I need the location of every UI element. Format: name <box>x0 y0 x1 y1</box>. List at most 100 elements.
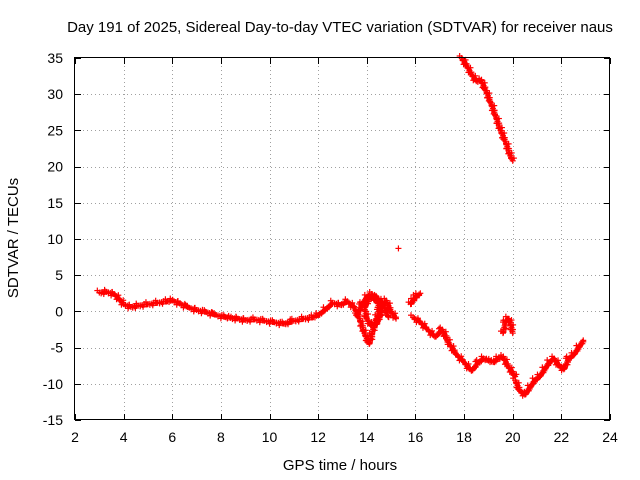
chart-title: Day 191 of 2025, Sidereal Day-to-day VTE… <box>67 19 613 36</box>
data-point-marker <box>354 311 361 318</box>
data-point-marker <box>549 353 556 360</box>
data-point-marker <box>327 297 334 304</box>
data-points <box>94 53 587 399</box>
data-point-marker <box>444 338 451 345</box>
x-tick-label: 12 <box>310 429 326 445</box>
data-point-marker <box>318 310 325 317</box>
data-point-marker <box>502 313 509 320</box>
y-tick-label: -15 <box>43 412 63 428</box>
data-point-marker <box>502 360 509 367</box>
data-point-marker <box>133 300 140 307</box>
data-point-marker <box>288 315 295 322</box>
data-point-marker <box>480 85 487 92</box>
data-point-marker <box>543 363 550 370</box>
data-point-marker <box>395 245 402 252</box>
data-point-marker <box>385 314 392 321</box>
data-point-marker <box>490 110 497 117</box>
data-point-marker <box>561 365 568 372</box>
data-point-marker <box>320 304 327 311</box>
data-point-marker <box>308 312 315 319</box>
x-axis-label: GPS time / hours <box>283 457 397 474</box>
data-point-marker <box>503 145 510 152</box>
data-point-marker <box>451 349 458 356</box>
data-point-marker <box>225 312 232 319</box>
x-tick-label: 18 <box>456 429 472 445</box>
data-point-marker <box>435 325 442 332</box>
data-point-marker <box>510 155 517 162</box>
data-point-marker <box>385 313 392 320</box>
y-tick-label: 0 <box>55 303 63 319</box>
data-point-marker <box>509 330 516 337</box>
data-point-marker <box>505 150 512 157</box>
data-point-marker <box>162 296 169 303</box>
data-point-marker <box>485 97 492 104</box>
data-point-marker <box>378 300 385 307</box>
data-point-marker <box>125 305 132 312</box>
data-point-marker <box>375 304 382 311</box>
x-tick-label: 4 <box>120 429 128 445</box>
data-point-marker <box>538 371 545 378</box>
data-point-marker <box>459 357 466 364</box>
data-point-marker <box>478 353 485 360</box>
data-point-marker <box>434 332 441 339</box>
plot-frame <box>74 57 610 420</box>
data-point-marker <box>572 349 579 356</box>
y-tick-label: 5 <box>55 267 63 283</box>
data-point-marker <box>493 353 500 360</box>
data-point-marker <box>500 326 507 333</box>
data-point-marker <box>498 352 504 359</box>
data-point-marker <box>421 323 428 330</box>
data-point-marker <box>493 119 500 126</box>
data-point-marker <box>461 60 468 67</box>
data-point-marker <box>417 290 424 297</box>
data-point-marker <box>167 295 174 302</box>
data-point-marker <box>191 304 198 311</box>
data-point-marker <box>118 299 125 306</box>
data-point-marker <box>232 313 239 320</box>
data-point-marker <box>376 307 383 314</box>
data-point-marker <box>577 342 584 349</box>
y-tick-label: 10 <box>47 231 63 247</box>
data-point-marker <box>349 302 356 309</box>
data-point-marker <box>113 293 120 300</box>
x-tick-label: 14 <box>359 429 375 445</box>
data-point-marker <box>507 367 514 374</box>
x-tick-label: 24 <box>602 429 618 445</box>
data-point-marker <box>422 324 429 331</box>
data-point-marker <box>259 315 266 322</box>
y-tick-label: 25 <box>47 122 63 138</box>
y-axis-label: SDTVAR / TECUs <box>5 178 22 298</box>
data-point-marker <box>415 317 422 324</box>
y-tick-label: 35 <box>47 50 63 66</box>
y-tick-labels: -15 -10 -5 0 5 10 15 20 25 30 35 <box>43 50 63 428</box>
data-point-marker <box>457 355 464 362</box>
x-tick-label: 6 <box>168 429 176 445</box>
data-point-marker <box>562 362 569 369</box>
data-point-marker <box>371 291 378 298</box>
data-point-marker <box>359 328 366 335</box>
data-point-marker <box>94 287 101 294</box>
data-point-marker <box>500 136 507 143</box>
data-point-marker <box>492 112 499 119</box>
data-point-marker <box>466 68 473 75</box>
data-point-marker <box>108 289 115 296</box>
data-point-marker <box>362 302 369 309</box>
x-tick-label: 8 <box>217 429 225 445</box>
data-point-marker <box>510 375 517 382</box>
data-point-marker <box>523 389 530 396</box>
data-point-marker <box>487 99 494 106</box>
x-tick-label: 20 <box>505 429 521 445</box>
data-point-marker <box>249 314 256 321</box>
data-point-marker <box>366 289 373 296</box>
data-point-marker <box>298 313 305 320</box>
x-tick-label: 16 <box>408 429 424 445</box>
data-point-marker <box>489 107 496 114</box>
y-tick-label: 15 <box>47 195 63 211</box>
data-point-marker <box>509 157 516 164</box>
data-point-marker <box>364 293 371 300</box>
grid <box>75 58 610 420</box>
data-point-marker <box>471 365 478 372</box>
data-point-marker <box>476 75 483 82</box>
data-point-marker <box>184 302 191 309</box>
x-tick-label: 2 <box>71 429 79 445</box>
